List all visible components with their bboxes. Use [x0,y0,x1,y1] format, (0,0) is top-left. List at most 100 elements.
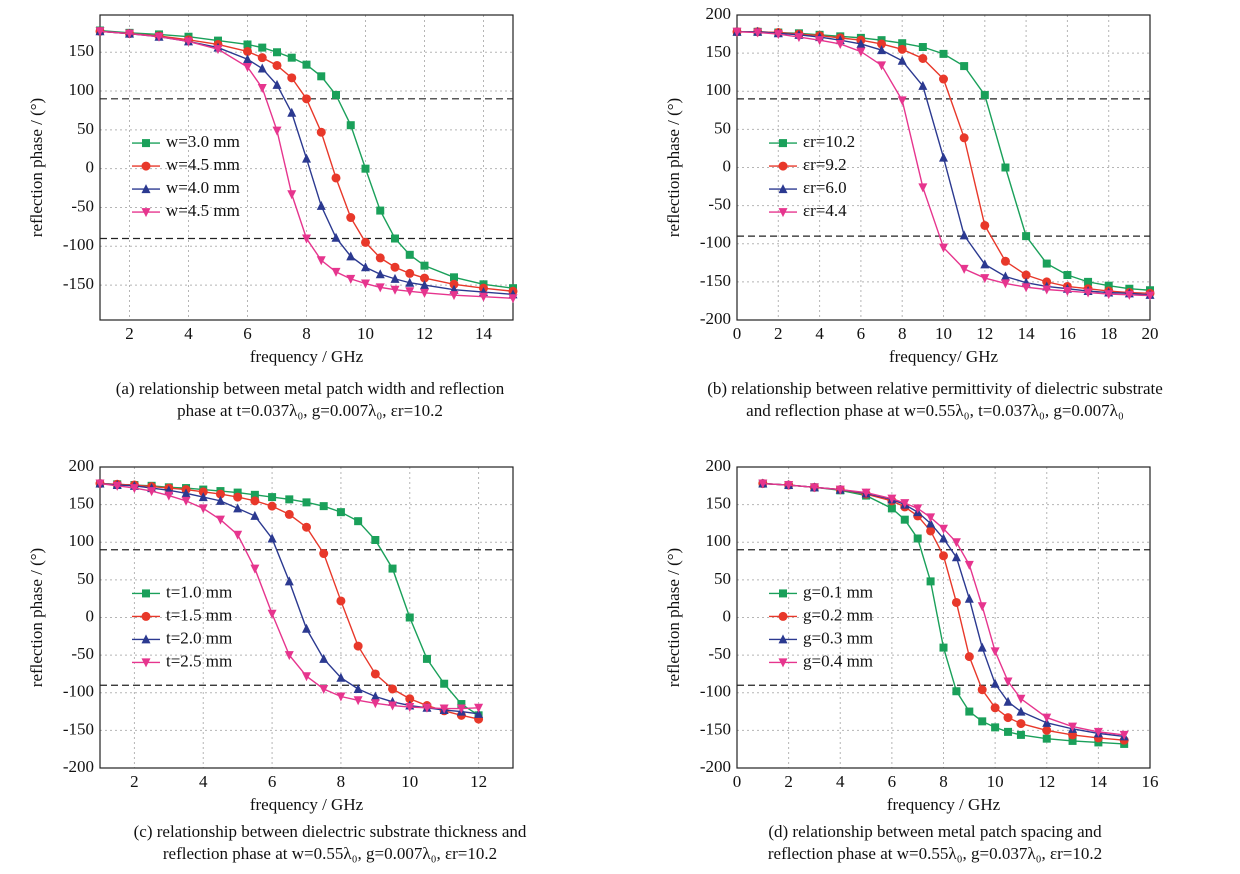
marker [1068,736,1077,745]
marker [390,262,400,272]
marker [959,264,969,274]
legend-label: t=1.5 mm [166,605,232,624]
marker [233,503,243,513]
x-tick-label: 2 [130,772,139,791]
marker [508,294,518,304]
y-tick-label: -200 [700,309,731,328]
marker [951,538,961,548]
x-tick-label: 10 [357,324,374,343]
marker [1022,232,1031,241]
y-tick-label: -100 [63,682,94,701]
marker [361,262,370,272]
marker [302,623,311,633]
legend-label: g=0.1 mm [803,582,873,601]
marker [388,701,398,711]
marker [353,683,363,693]
x-tick-label: 4 [836,772,845,791]
marker [198,504,208,514]
marker [450,273,458,282]
marker [141,658,151,668]
marker [1003,677,1013,687]
y-tick-label: 100 [706,531,732,550]
marker [1042,725,1052,735]
marker [794,33,804,43]
marker [361,237,370,247]
marker [375,269,385,279]
marker [926,526,936,536]
marker [267,533,277,543]
marker [939,49,948,58]
marker [784,481,794,491]
marker [405,694,415,704]
marker [141,208,151,218]
x-tick-label: 2 [125,324,134,343]
legend-label: t=1.0 mm [166,582,232,601]
x-tick-label: 6 [857,324,866,343]
marker [141,161,151,171]
marker [990,647,1000,657]
marker [405,277,415,287]
x-tick-label: 10 [935,324,952,343]
x-tick-label: 8 [898,324,907,343]
marker [233,530,243,540]
marker [732,27,742,37]
marker [779,139,787,148]
marker [233,488,242,497]
marker [405,268,415,278]
caption: and reflection phase at w=0.55λ₀, t=0.03… [746,401,1124,420]
marker [391,234,399,243]
caption: (b) relationship between relative permit… [707,379,1163,398]
marker [1042,259,1051,268]
marker [405,287,415,297]
legend-label: w=4.0 mm [166,178,240,197]
y-tick-label: 150 [69,494,95,513]
marker [835,485,845,495]
marker [449,291,459,301]
marker [440,679,449,688]
x-tick-label: 6 [243,324,252,343]
marker [1084,277,1093,286]
marker [287,53,296,62]
marker [112,481,122,491]
marker [457,700,466,709]
x-tick-label: 8 [302,324,311,343]
x-tick-label: 14 [1090,772,1108,791]
marker [1016,706,1026,716]
marker [361,164,370,173]
caption: (a) relationship between metal patch wid… [116,379,505,398]
marker [353,641,363,651]
marker [422,654,431,663]
x-tick-label: 18 [1100,324,1117,343]
x-tick-label: 6 [888,772,897,791]
marker [243,40,252,49]
marker [319,502,328,511]
marker [390,285,400,295]
marker [778,634,788,644]
marker [809,483,819,493]
marker [856,38,866,48]
marker [778,611,788,621]
marker [960,62,969,71]
y-tick-label: 200 [706,456,732,475]
x-tick-label: 8 [939,772,948,791]
marker [257,53,267,63]
x-tick-label: 2 [784,772,793,791]
marker [449,279,459,289]
marker [913,534,922,543]
marker [959,133,969,143]
marker [316,256,326,266]
marker [129,484,139,494]
y-tick-label: 200 [69,456,95,475]
marker [474,708,484,718]
marker [939,152,948,162]
marker [900,499,910,509]
marker [1042,285,1052,295]
marker [319,684,329,694]
marker [287,190,297,200]
x-tick-label: 0 [733,324,742,343]
marker [284,576,294,586]
y-tick-label: -150 [700,719,731,738]
marker [897,44,907,54]
x-axis-title: frequency/ GHz [889,347,998,366]
